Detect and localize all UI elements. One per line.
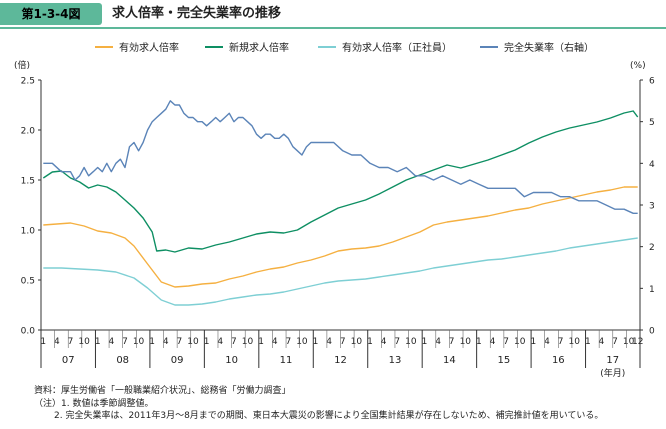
right-tick-label: 4	[649, 160, 655, 170]
month-tick-label: 7	[558, 337, 564, 347]
month-tick-label: 1	[40, 337, 46, 347]
month-tick-label: 10	[460, 337, 472, 347]
series-line-1	[43, 186, 638, 288]
left-tick-label: 1.5	[21, 177, 35, 187]
month-tick-label: 4	[381, 337, 387, 347]
month-tick-label: 4	[272, 337, 278, 347]
month-tick-label: 7	[449, 337, 455, 347]
month-tick-label: 10	[405, 337, 417, 347]
month-tick-label: 4	[435, 337, 441, 347]
month-tick-label: 10	[242, 337, 254, 347]
year-label: 08	[116, 355, 129, 366]
final-month-label: 12	[632, 337, 643, 347]
month-tick-label: 1	[476, 337, 482, 347]
x-axis-unit: (年月)	[600, 367, 625, 379]
left-tick-label: 0.5	[21, 277, 35, 287]
figure-label: 第1-3-4図	[0, 3, 102, 25]
left-tick-label: 0.0	[21, 327, 36, 337]
series-line-3	[43, 237, 638, 306]
month-tick-label: 10	[351, 337, 363, 347]
right-tick-label: 0	[649, 327, 655, 337]
line-chart: 有効求人倍率 新規求人倍率 有効求人倍率（正社員） 完全失業率（右軸） (倍) (%) 0.…	[14, 41, 655, 379]
month-tick-label: 4	[54, 337, 60, 347]
legend-label-4: 完全失業率（右軸）	[504, 41, 594, 54]
right-tick-label: 1	[649, 285, 655, 295]
month-tick-label: 10	[133, 337, 145, 347]
month-tick-label: 4	[163, 337, 169, 347]
right-tick-label: 3	[649, 202, 655, 212]
left-axis-unit: (倍)	[14, 59, 30, 71]
right-tick-label: 2	[649, 243, 655, 253]
month-tick-label: 10	[568, 337, 580, 347]
month-tick-label: 1	[422, 337, 428, 347]
month-tick-label: 7	[177, 337, 183, 347]
series-line-2	[42, 110, 639, 253]
year-label: 07	[62, 355, 75, 366]
year-label: 13	[389, 355, 402, 366]
right-tick-label: 6	[649, 77, 655, 87]
legend-label-3: 有効求人倍率（正社員）	[342, 41, 452, 54]
month-tick-label: 7	[340, 337, 346, 347]
source-note: 資料：厚生労働省「一般職業紹介状況」、総務省「労働力調査」	[34, 386, 291, 396]
series-line-4	[43, 100, 638, 215]
month-tick-label: 4	[490, 337, 496, 347]
year-label: 16	[552, 355, 565, 366]
month-tick-label: 7	[612, 337, 618, 347]
legend-label-1: 有効求人倍率	[119, 41, 179, 54]
month-tick-label: 7	[68, 337, 74, 347]
left-tick-label: 2.0	[21, 127, 36, 137]
month-tick-label: 7	[122, 337, 128, 347]
right-tick-label: 5	[649, 118, 655, 128]
month-tick-label: 1	[530, 337, 536, 347]
right-axis-unit: (%)	[630, 61, 646, 71]
year-label: 12	[334, 355, 347, 366]
figure-header: 第1-3-4図 求人倍率・完全失業率の推移	[0, 0, 666, 29]
month-tick-label: 1	[585, 337, 591, 347]
month-tick-label: 1	[258, 337, 264, 347]
month-tick-label: 4	[217, 337, 223, 347]
year-label: 09	[171, 355, 184, 366]
note-1: （注）1. 数値は季節調整値。	[34, 398, 154, 409]
figure-title: 求人倍率・完全失業率の推移	[112, 6, 282, 21]
note-2: 2. 完全失業率は、2011年3月～8月までの期間、東日本大震災の影響により全国…	[54, 411, 604, 421]
month-tick-label: 7	[394, 337, 400, 347]
year-label: 11	[280, 355, 293, 366]
month-tick-label: 4	[326, 337, 332, 347]
month-tick-label: 7	[231, 337, 237, 347]
month-tick-label: 10	[296, 337, 308, 347]
year-label: 17	[606, 355, 619, 366]
month-tick-label: 7	[503, 337, 509, 347]
month-tick-label: 1	[95, 337, 101, 347]
header-divider	[0, 27, 666, 29]
month-tick-label: 10	[514, 337, 526, 347]
month-tick-label: 7	[285, 337, 291, 347]
month-tick-label: 10	[78, 337, 90, 347]
month-tick-label: 10	[187, 337, 199, 347]
year-label: 14	[443, 355, 456, 366]
year-label: 10	[225, 355, 238, 366]
notes: 資料：厚生労働省「一般職業紹介状況」、総務省「労働力調査」 （注）1. 数値は季…	[34, 385, 603, 423]
month-tick-label: 10	[623, 337, 635, 347]
legend-label-2: 新規求人倍率	[229, 41, 289, 54]
month-tick-label: 1	[149, 337, 155, 347]
month-tick-label: 1	[367, 337, 373, 347]
left-tick-label: 2.5	[21, 77, 35, 87]
month-tick-label: 4	[544, 337, 550, 347]
month-tick-label: 1	[204, 337, 210, 347]
month-tick-label: 1	[313, 337, 319, 347]
year-label: 15	[497, 355, 510, 366]
month-tick-label: 4	[108, 337, 114, 347]
left-tick-label: 1.0	[21, 227, 36, 237]
month-tick-label: 4	[599, 337, 605, 347]
